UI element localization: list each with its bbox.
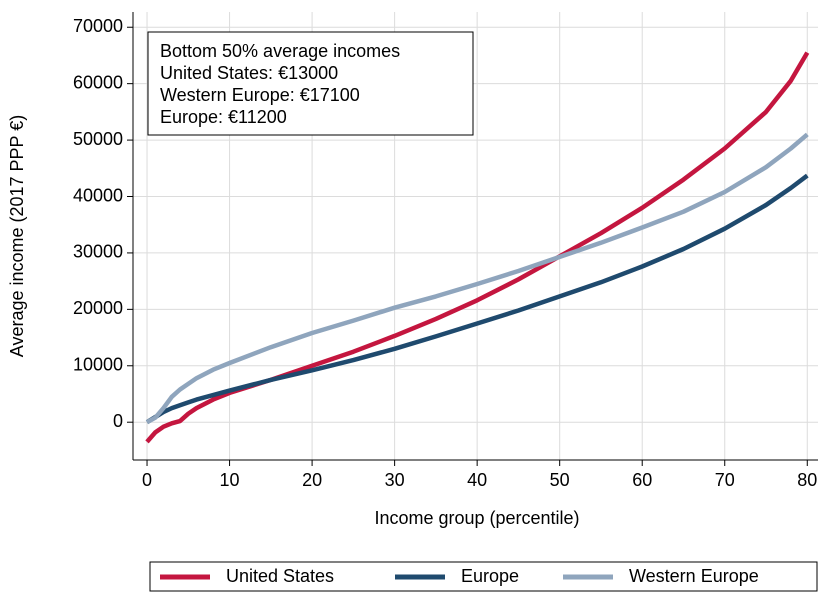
annotation-text: Western Europe: €17100 <box>160 85 360 105</box>
legend-label: Western Europe <box>629 566 759 586</box>
x-tick-label: 30 <box>385 470 405 490</box>
y-tick-label: 10000 <box>73 355 123 375</box>
annotation-text: United States: €13000 <box>160 63 338 83</box>
legend-label: Europe <box>461 566 519 586</box>
y-tick-label: 40000 <box>73 185 123 205</box>
series-line <box>145 132 809 425</box>
series-line <box>145 51 810 444</box>
y-tick-label: 20000 <box>73 298 123 318</box>
x-tick-label: 50 <box>550 470 570 490</box>
x-tick-label: 60 <box>632 470 652 490</box>
x-tick-label: 70 <box>715 470 735 490</box>
annotation-box <box>147 31 474 136</box>
y-axis-label: Average income (2017 PPP €) <box>7 115 27 357</box>
x-tick-label: 20 <box>302 470 322 490</box>
x-tick-label: 80 <box>797 470 817 490</box>
x-tick-label: 40 <box>467 470 487 490</box>
annotation-text: Europe: €11200 <box>160 107 287 127</box>
y-tick-label: 60000 <box>73 72 123 92</box>
x-tick-label: 0 <box>142 470 152 490</box>
y-tick-label: 30000 <box>73 242 123 262</box>
series-line <box>145 173 809 425</box>
legend-box <box>149 561 818 592</box>
y-tick-label: 0 <box>113 411 123 431</box>
x-axis-label: Income group (percentile) <box>374 508 579 528</box>
y-tick-label: 70000 <box>73 16 123 36</box>
annotation-text: Bottom 50% average incomes <box>160 41 400 61</box>
x-tick-label: 10 <box>220 470 240 490</box>
y-tick-label: 50000 <box>73 129 123 149</box>
legend-label: United States <box>226 566 334 586</box>
